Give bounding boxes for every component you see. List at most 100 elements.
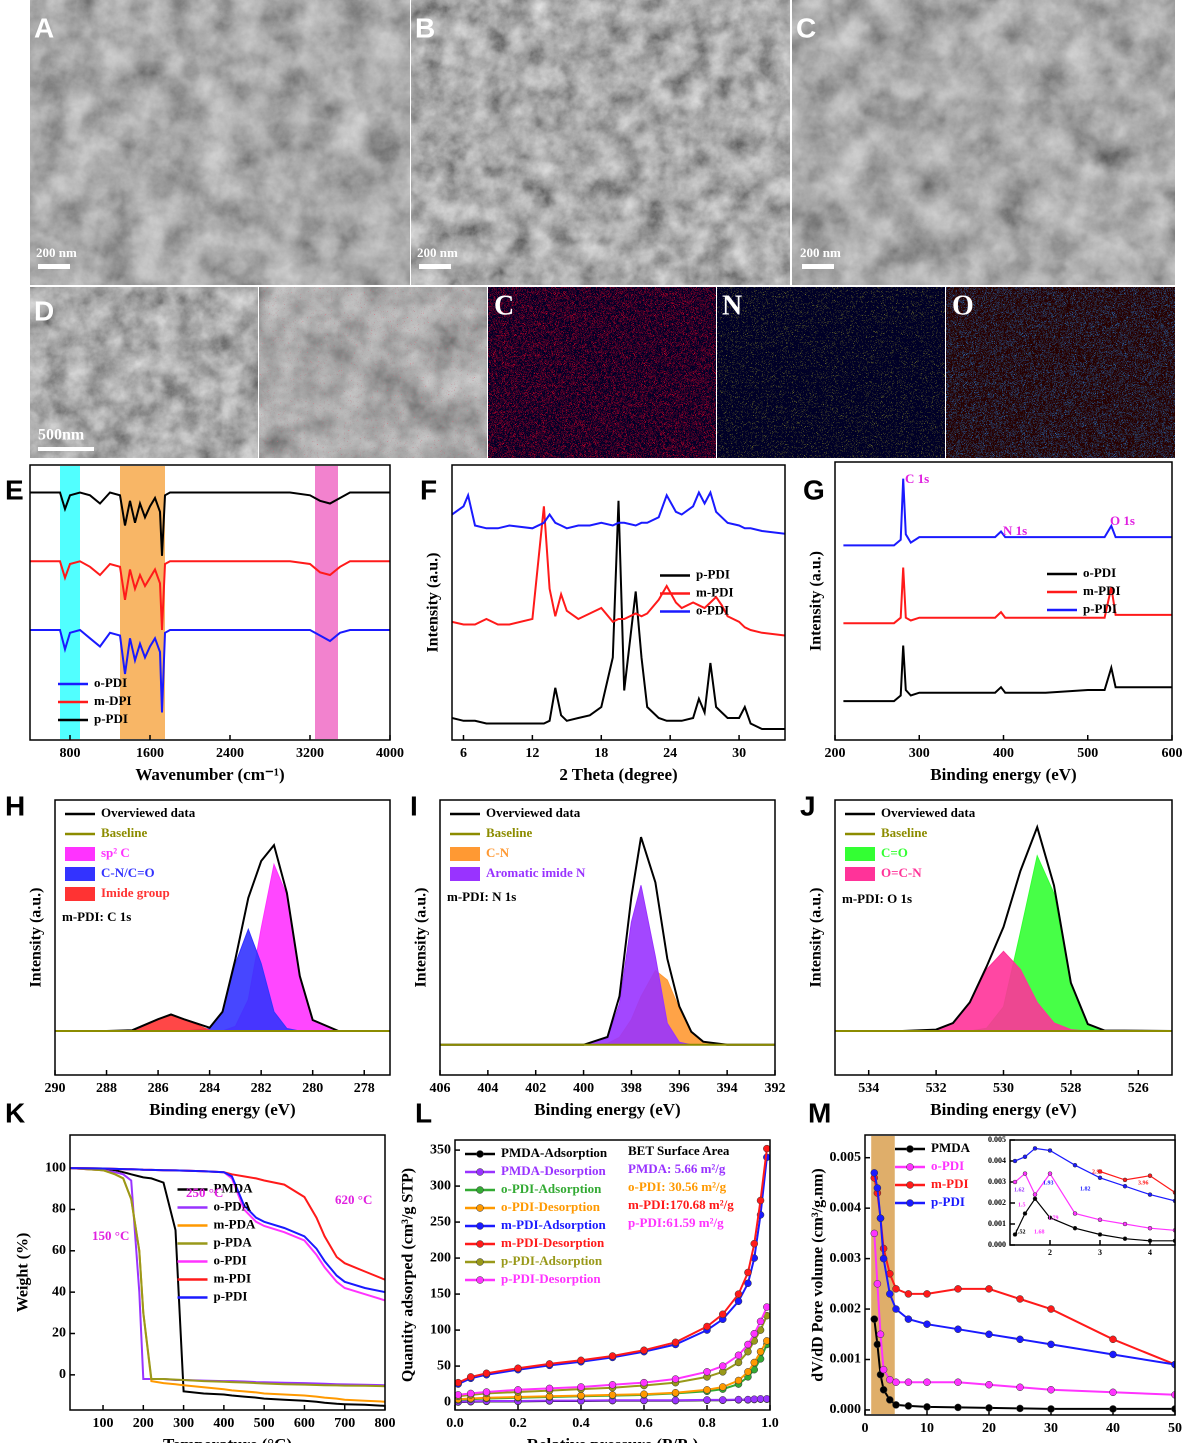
scale-bar xyxy=(802,264,834,269)
legend-swatch xyxy=(65,867,95,881)
element-label: C xyxy=(494,290,514,321)
marker xyxy=(734,1376,743,1385)
element-label: O xyxy=(952,290,974,321)
series-line xyxy=(70,1167,385,1407)
marker xyxy=(1016,1295,1024,1303)
annotation: 1.93 xyxy=(1043,1180,1054,1186)
marker xyxy=(886,1396,894,1404)
annotation: m-PDI: C 1s xyxy=(62,909,131,924)
marker xyxy=(886,1290,894,1298)
x-tick-label: 0.8 xyxy=(698,1416,716,1431)
marker xyxy=(985,1285,993,1293)
x-tick-label: 0.4 xyxy=(572,1416,590,1431)
marker xyxy=(608,1391,617,1399)
marker xyxy=(750,1329,758,1338)
element-map xyxy=(946,287,1175,458)
x-tick-label: 280 xyxy=(302,1081,323,1096)
x-tick-label: 2400 xyxy=(216,746,244,761)
x-axis-label: Binding energy (eV) xyxy=(930,765,1076,784)
legend-marker xyxy=(476,1240,484,1248)
scale-label: 200 nm xyxy=(36,245,77,260)
annotation: m-PDI: O 1s xyxy=(842,891,912,906)
series-line xyxy=(30,560,390,631)
x-tick-label: 402 xyxy=(525,1081,546,1096)
scale-label: 200 nm xyxy=(800,245,841,260)
annotation: 1.79 xyxy=(1048,1215,1059,1221)
marker xyxy=(954,1285,962,1293)
series-line xyxy=(457,1148,768,1384)
marker xyxy=(1147,1192,1153,1197)
legend-marker xyxy=(906,1199,914,1207)
legend-label: PMDA xyxy=(931,1140,971,1155)
marker xyxy=(671,1396,680,1405)
marker xyxy=(1032,1192,1038,1197)
marker xyxy=(750,1395,758,1403)
marker xyxy=(1109,1388,1117,1397)
y-tick-label: 0.000 xyxy=(830,1402,862,1417)
plot-frame xyxy=(439,799,776,1076)
y-axis-label: dV/dD Pore volume (cm³/g.nm) xyxy=(810,1168,827,1381)
marker xyxy=(1122,1177,1128,1183)
legend-label: Overviewed data xyxy=(486,805,581,820)
series-line xyxy=(452,500,785,730)
x-tick-label: 200 xyxy=(133,1416,154,1431)
marker xyxy=(1047,1215,1053,1220)
marker xyxy=(719,1396,727,1404)
legend-label: o-PDI xyxy=(931,1158,964,1173)
marker xyxy=(467,1389,475,1398)
legend-label: o-PDI-Adsorption xyxy=(501,1181,602,1196)
marker xyxy=(923,1403,931,1411)
marker xyxy=(744,1268,752,1277)
marker xyxy=(985,1404,993,1412)
series-line xyxy=(1099,1170,1175,1193)
marker xyxy=(1147,1173,1153,1178)
x-tick-label: 600 xyxy=(294,1416,315,1431)
x-tick-label: 30 xyxy=(732,746,746,761)
marker xyxy=(1122,1221,1128,1227)
sem-image xyxy=(30,287,258,458)
legend-swatch xyxy=(845,867,875,881)
x-tick-label: 30 xyxy=(1044,1421,1058,1436)
marker xyxy=(744,1368,752,1376)
scale-bar xyxy=(38,447,94,451)
legend-label: Imide group xyxy=(101,885,170,900)
marker xyxy=(744,1279,752,1288)
y-tick-label: 40 xyxy=(52,1284,66,1299)
legend-label: p-PDA xyxy=(214,1234,253,1249)
legend-label: m-PDI xyxy=(696,584,734,599)
marker xyxy=(923,1320,931,1328)
legend-marker xyxy=(906,1181,914,1189)
y-axis-label: Intensity (a.u.) xyxy=(808,887,825,987)
y-tick-label: 80 xyxy=(52,1202,66,1217)
marker xyxy=(750,1239,758,1248)
y-tick-label: 0.005 xyxy=(988,1135,1006,1144)
legend-label: p-PDI xyxy=(1083,601,1117,616)
marker xyxy=(756,1347,765,1356)
y-tick-label: 0.005 xyxy=(830,1150,862,1165)
x-tick-label: 1.0 xyxy=(761,1416,779,1431)
plot-background xyxy=(70,1135,385,1410)
marker xyxy=(904,1378,913,1386)
legend-label: p-PDI-Desorption xyxy=(501,1271,601,1286)
panel-label: E xyxy=(5,474,24,505)
marker xyxy=(873,1280,882,1288)
marker xyxy=(750,1358,758,1367)
series-line xyxy=(458,1340,768,1401)
annotation: 150 °C xyxy=(92,1228,129,1243)
x-tick-label: 0.0 xyxy=(446,1416,464,1431)
y-tick-label: 100 xyxy=(430,1322,451,1337)
legend-label: p-PDI-Adsorption xyxy=(501,1253,603,1268)
x-axis-label: 2 Theta (degree) xyxy=(559,765,677,784)
x-axis-label: Binding energy (eV) xyxy=(534,1100,680,1119)
marker xyxy=(1097,1175,1103,1181)
x-tick-label: 500 xyxy=(1077,746,1098,761)
legend-label: m-PDA xyxy=(214,1216,256,1231)
annotation: m-PDI: N 1s xyxy=(447,889,516,904)
x-tick-label: 528 xyxy=(1060,1081,1081,1096)
marker xyxy=(1147,1225,1153,1231)
panel-label: A xyxy=(34,12,54,43)
legend-marker xyxy=(476,1186,484,1194)
y-tick-label: 0.000 xyxy=(988,1240,1006,1249)
x-tick-label: 286 xyxy=(148,1081,169,1096)
legend-label: p-PDI xyxy=(94,711,128,726)
